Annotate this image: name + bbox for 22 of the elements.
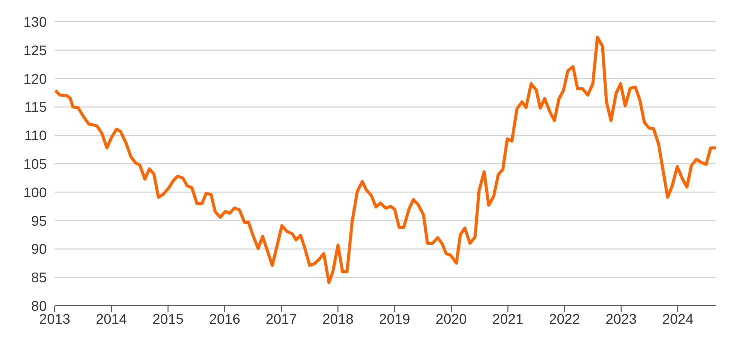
x-tick-label: 2014 [96, 310, 128, 327]
x-tick-label: 2020 [436, 310, 468, 327]
y-tick-label: 120 [24, 70, 48, 87]
x-tick-label: 2015 [152, 310, 184, 327]
x-tick-label: 2019 [379, 310, 411, 327]
x-tick-label: 2017 [266, 310, 298, 327]
x-tick-label: 2024 [662, 310, 694, 327]
y-tick-label: 95 [31, 212, 48, 229]
y-tick-label: 85 [31, 270, 48, 286]
y-tick-label: 115 [24, 99, 48, 116]
y-tick-label: 90 [31, 241, 48, 258]
y-tick-label: 130 [24, 14, 48, 30]
y-tick-label: 110 [24, 128, 48, 144]
line-series [55, 36, 716, 284]
x-tick-label: 2016 [209, 310, 241, 327]
y-tick-label: 125 [24, 42, 48, 58]
x-tick-label: 2018 [322, 310, 354, 327]
x-tick-label: 2023 [606, 310, 638, 327]
y-tick-label: 105 [24, 156, 48, 172]
x-tick-label: 2022 [549, 310, 581, 327]
x-tick-label: 2021 [492, 310, 524, 327]
y-tick-label: 100 [24, 184, 48, 200]
